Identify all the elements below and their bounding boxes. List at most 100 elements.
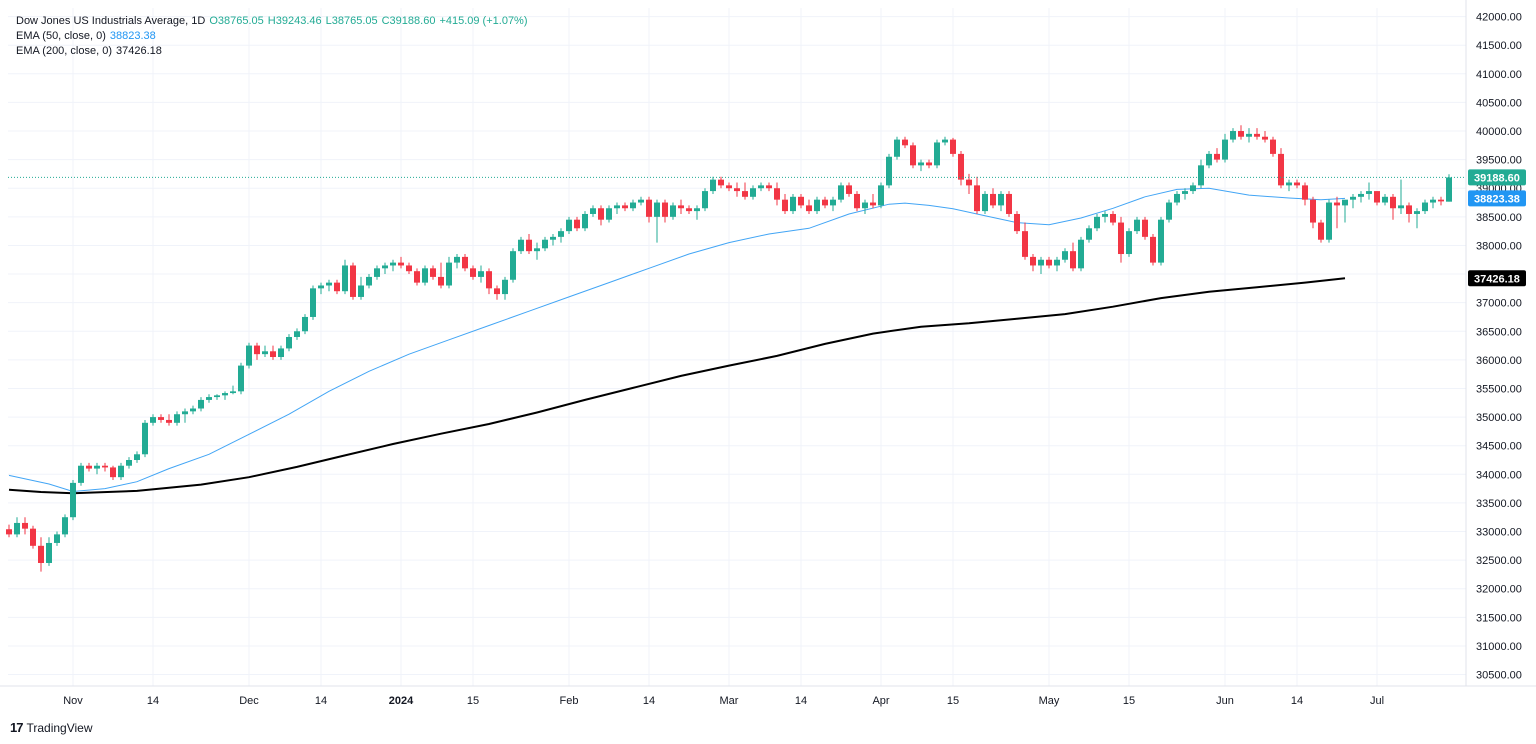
candle-body [30,528,36,546]
candle-body [1038,259,1044,266]
candle-body [902,139,908,146]
candle-body [174,414,180,423]
candle-body [694,208,700,212]
candle-body [94,465,100,469]
candle-body [54,534,60,543]
ema50-layer [8,187,1346,493]
candle-body [1406,205,1412,214]
y-tick-label: 40000.00 [1476,126,1522,138]
candle-body [1206,153,1212,166]
candle-body [1222,139,1228,160]
candle-body [190,408,196,412]
x-tick-label: 14 [315,695,327,707]
candle-body [430,268,436,277]
candle-body [1430,199,1436,203]
candle-body [334,282,340,292]
candle-body [710,179,716,192]
candle-body [1030,256,1036,266]
candle-body [742,191,748,197]
y-tick-label: 35000.00 [1476,412,1522,424]
y-tick-label: 40500.00 [1476,97,1522,109]
candle-body [806,205,812,212]
close-value: C39188.60 [381,15,436,27]
candle-body [726,185,732,189]
candle-body [494,288,500,295]
candle-body [214,395,220,398]
candle-body [542,239,548,249]
y-tick-label: 34500.00 [1476,441,1522,453]
x-tick-label: 15 [467,695,479,707]
candle-body [22,522,28,529]
y-tick-label: 33500.00 [1476,498,1522,510]
candle-body [1382,196,1388,203]
candle-body [422,268,428,283]
candle-body [662,202,668,217]
tradingview-brand[interactable]: 17 TradingView [10,720,93,735]
x-axis[interactable]: Nov 14 Dec 14 2024 15 Feb 14 Mar 14 Apr 15 May 15 Jun 1… [63,695,1384,707]
candle-body [270,351,276,358]
y-tick-label: 42000.00 [1476,12,1522,24]
y-axis[interactable]: 30500.00 31000.00 31500.00 32000.00 32500.00… [1476,12,1522,682]
candle-body [910,145,916,166]
candles-layer [6,125,1452,572]
candle-body [1342,199,1348,206]
candle-body [862,202,868,209]
candle-body [1286,182,1292,186]
y-tick-label: 39500.00 [1476,155,1522,167]
y-tick-label: 32500.00 [1476,555,1522,567]
ema50-value: 38823.38 [109,30,156,42]
candle-body [238,365,244,392]
candle-body [670,205,676,217]
candle-body [158,417,164,420]
candle-body [414,271,420,283]
ema50-line [8,187,1346,493]
candle-body [582,213,588,229]
candle-body [478,271,484,277]
symbol-row: Dow Jones US Industrials Average, 1D O38… [16,14,528,29]
candle-body [1054,259,1060,266]
candle-body [1182,191,1188,194]
candle-body [718,179,724,186]
candle-body [366,276,372,286]
candle-body [1270,139,1276,154]
candle-body [894,139,900,157]
candle-body [1102,213,1108,217]
candle-body [406,265,412,272]
brand-name: TradingView [26,720,93,735]
candle-body [6,529,12,535]
y-tick-label: 41500.00 [1476,40,1522,52]
candle-body [1118,222,1124,255]
ema200-row[interactable]: EMA (200, close, 0) 37426.18 [16,44,528,59]
x-tick-label: May [1039,695,1060,707]
candle-body [1358,193,1364,197]
x-tick-label: 14 [643,695,655,707]
candle-body [382,265,388,269]
candle-body [206,397,212,400]
x-tick-label: 15 [1123,695,1135,707]
x-tick-label: Nov [63,695,83,707]
candle-body [702,191,708,209]
candle-body [1166,202,1172,220]
tradingview-logo-icon: 17 [10,720,24,735]
candle-body [1438,199,1444,202]
y-tick-label: 31000.00 [1476,641,1522,653]
candle-body [974,185,980,212]
candle-body [1350,196,1356,200]
candle-body [558,231,564,237]
y-tick-label: 30500.00 [1476,670,1522,682]
y-tick-label: 36000.00 [1476,355,1522,367]
candle-body [1414,211,1420,214]
candle-body [134,454,140,460]
candle-body [254,345,260,355]
x-tick-label: 2024 [389,695,414,707]
ema50-row[interactable]: EMA (50, close, 0) 38823.38 [16,29,528,44]
candle-body [766,185,772,189]
candle-body [142,422,148,455]
candle-body [182,411,188,415]
ema200-label: EMA (200, close, 0) [16,45,112,57]
candle-body [798,196,804,206]
candle-body [598,208,604,220]
candle-body [350,265,356,297]
candle-body [374,268,380,277]
